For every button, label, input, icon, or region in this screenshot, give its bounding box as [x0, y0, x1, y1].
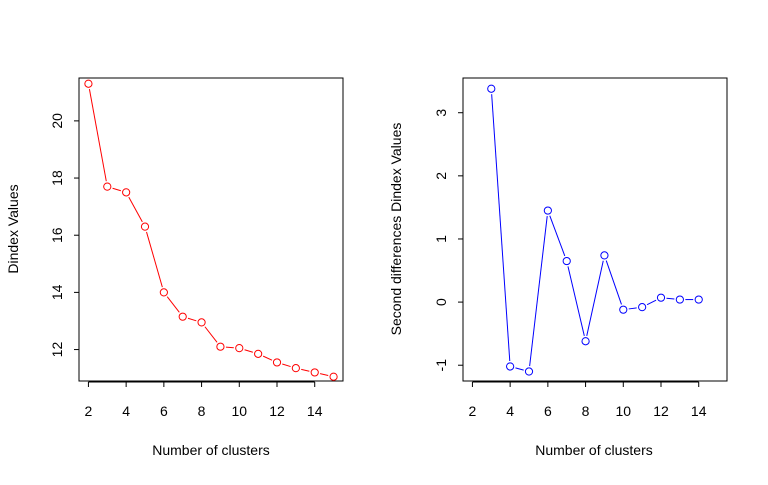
left-x-tick-label: 10: [231, 403, 247, 419]
left-plot-frame: [78, 77, 344, 382]
left-y-tick-label: 12: [49, 342, 65, 358]
right-y-tick-label: 3: [433, 109, 449, 117]
left-data-point: [84, 79, 93, 88]
right-y-tick-label: 1: [433, 235, 449, 243]
right-data-point: [694, 295, 703, 304]
left-series-segment: [319, 373, 329, 376]
left-series-segment: [244, 349, 254, 353]
right-data-point: [656, 293, 666, 302]
left-series-segment: [262, 355, 273, 361]
left-series-segment: [301, 368, 310, 372]
left-series-segment: [112, 187, 122, 192]
right-series-segment: [646, 299, 657, 306]
right-series-segment: [605, 260, 622, 305]
right-y-axis: -1 0 1 2 3: [433, 109, 464, 372]
left-data-point: [329, 372, 338, 381]
right-data-point: [638, 303, 647, 312]
right-series-segment: [666, 297, 675, 300]
left-data-point: [291, 364, 300, 373]
left-data-point: [272, 358, 282, 367]
left-series-segment: [282, 363, 291, 368]
left-y-tick-label: 16: [49, 227, 65, 243]
left-x-axis-label: Number of clusters: [152, 442, 269, 458]
right-series-segment: [491, 94, 511, 362]
left-data-point: [216, 342, 225, 351]
left-x-tick-label: 6: [160, 403, 168, 419]
right-data-point: [543, 206, 552, 215]
right-x-tick-label: 10: [615, 403, 631, 419]
left-series-segment: [166, 296, 180, 313]
left-x-axis: 2 4 6 8 10 12 14: [85, 381, 323, 419]
left-data-point: [310, 368, 319, 377]
right-x-tick-label: 4: [506, 403, 514, 419]
right-data-point: [675, 295, 684, 304]
right-series-segment: [628, 307, 637, 310]
right-series-segment: [549, 215, 566, 257]
right-x-tick-label: 6: [544, 403, 552, 419]
left-data-point: [197, 318, 206, 327]
right-series-segment: [567, 266, 585, 336]
right-y-axis-label: Second differences Dindex Values: [388, 123, 404, 336]
left-series-segment: [128, 196, 143, 223]
right-series-segment: [515, 367, 524, 371]
left-panel: 2 4 6 8 10 12 14 12 14 16 18 20 Number of clusters…: [5, 77, 344, 458]
right-data-point: [619, 305, 628, 314]
left-y-tick-label: 14: [49, 284, 65, 300]
right-y-tick-label: 2: [433, 172, 449, 180]
right-x-tick-label: 2: [469, 403, 477, 419]
left-data-point: [103, 182, 112, 191]
right-series: [487, 84, 703, 376]
left-series-segment: [146, 231, 163, 288]
left-data-point: [178, 312, 187, 321]
right-x-tick-label: 8: [582, 403, 590, 419]
right-data-point: [600, 251, 609, 260]
right-x-axis-label: Number of clusters: [535, 442, 652, 458]
left-series-segment: [88, 89, 107, 182]
right-x-axis: 2 4 6 8 10 12 14: [469, 381, 707, 419]
left-y-tick-label: 18: [49, 170, 65, 186]
left-y-axis: 12 14 16 18 20: [49, 113, 80, 358]
left-x-tick-label: 14: [307, 403, 323, 419]
right-y-tick-label: -1: [433, 359, 449, 372]
right-data-point: [524, 367, 534, 376]
right-series-segment: [586, 260, 604, 336]
right-y-tick-label: 0: [433, 298, 449, 306]
left-data-point: [254, 349, 263, 358]
left-x-tick-label: 4: [122, 403, 130, 419]
left-x-tick-label: 8: [198, 403, 206, 419]
left-y-tick-label: 20: [49, 113, 65, 129]
left-data-point: [122, 188, 131, 197]
left-series-segment: [204, 326, 218, 343]
right-data-point: [581, 337, 590, 346]
left-x-tick-label: 12: [269, 403, 285, 419]
right-data-point: [487, 84, 496, 93]
left-series: [84, 79, 338, 381]
right-data-point: [506, 362, 515, 371]
left-data-point: [159, 288, 168, 297]
left-series-segment: [187, 317, 197, 322]
right-data-point: [562, 256, 571, 266]
left-data-point: [140, 222, 150, 231]
left-series-segment: [225, 346, 234, 349]
left-x-tick-label: 2: [85, 403, 93, 419]
right-series-segment: [529, 215, 548, 367]
left-data-point: [235, 344, 244, 353]
left-y-axis-label: Dindex Values: [5, 184, 21, 273]
right-x-tick-label: 12: [653, 403, 669, 419]
right-x-tick-label: 14: [691, 403, 707, 419]
right-plot-frame: [462, 77, 728, 382]
